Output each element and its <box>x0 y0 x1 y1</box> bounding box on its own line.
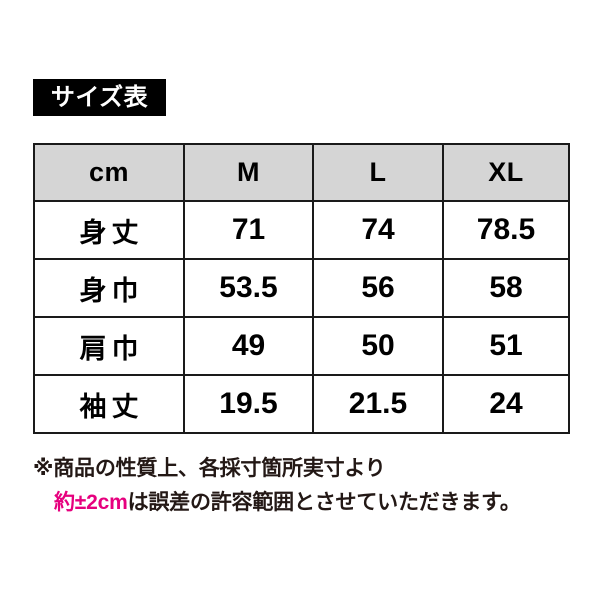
column-header-xl: XL <box>442 143 570 202</box>
column-header-l: L <box>312 143 444 202</box>
tolerance-description: は誤差の許容範囲とさせていただきます。 <box>127 491 521 515</box>
row-label-body-width: 身巾 <box>33 258 185 318</box>
table-row: 身巾 53.5 56 58 <box>33 258 570 318</box>
cell-shoulder-width-m: 49 <box>183 316 314 376</box>
cell-shoulder-width-l: 50 <box>312 316 444 376</box>
row-label-shoulder-width: 肩巾 <box>33 316 185 376</box>
tolerance-value: 約±2cm <box>54 491 128 515</box>
column-header-unit: cm <box>33 143 185 202</box>
cell-body-width-m: 53.5 <box>183 258 314 318</box>
row-label-sleeve-length: 袖丈 <box>33 374 185 434</box>
cell-sleeve-length-m: 19.5 <box>183 374 314 434</box>
size-table: cm M L XL 身丈 71 74 78.5 身巾 53.5 56 58 肩巾 <box>33 143 570 434</box>
table-header-row: cm M L XL <box>33 143 570 202</box>
page-title: サイズ表 <box>50 83 149 111</box>
size-table-header: cm M L XL <box>33 143 570 202</box>
table-row: 肩巾 49 50 51 <box>33 316 570 376</box>
cell-shoulder-width-xl: 51 <box>442 316 570 376</box>
measurement-disclaimer: ※商品の性質上、各採寸箇所実寸より 約±2cmは誤差の許容範囲とさせていただきま… <box>33 452 578 520</box>
cell-body-width-xl: 58 <box>442 258 570 318</box>
cell-body-length-xl: 78.5 <box>442 200 570 260</box>
row-label-body-length: 身丈 <box>33 200 185 260</box>
table-row: 身丈 71 74 78.5 <box>33 200 570 260</box>
cell-body-length-l: 74 <box>312 200 444 260</box>
size-table-body: 身丈 71 74 78.5 身巾 53.5 56 58 肩巾 49 50 51 … <box>33 200 570 434</box>
cell-sleeve-length-xl: 24 <box>442 374 570 434</box>
disclaimer-line-2: 約±2cmは誤差の許容範囲とさせていただきます。 <box>33 486 578 520</box>
page-title-badge: サイズ表 <box>33 79 166 116</box>
cell-body-width-l: 56 <box>312 258 444 318</box>
cell-sleeve-length-l: 21.5 <box>312 374 444 434</box>
disclaimer-line-1: ※商品の性質上、各採寸箇所実寸より <box>33 457 386 480</box>
table-row: 袖丈 19.5 21.5 24 <box>33 374 570 434</box>
cell-body-length-m: 71 <box>183 200 314 260</box>
column-header-m: M <box>183 143 314 202</box>
